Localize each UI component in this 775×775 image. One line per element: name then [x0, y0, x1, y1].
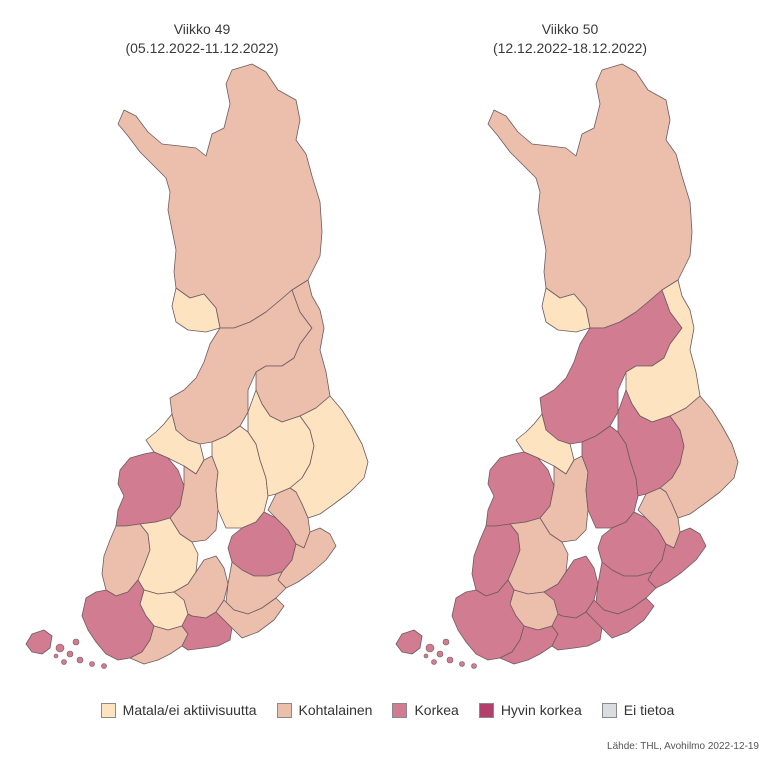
- legend-label: Korkea: [414, 702, 459, 718]
- region-lappi: [117, 63, 323, 329]
- legend-swatch: [100, 702, 116, 718]
- legend-item-korkea: Korkea: [392, 702, 459, 718]
- region-lansipohja: [541, 287, 591, 333]
- archipelago-island: [459, 661, 465, 667]
- source-note: Lähde: THL, Avohilmo 2022-12-19: [607, 741, 759, 752]
- region-pohjois-karjala: [289, 395, 369, 519]
- archipelago-island: [436, 650, 444, 658]
- map-title-text: Viikko 50: [541, 21, 599, 37]
- archipelago-island: [61, 659, 67, 665]
- region-ahvenanmaa: [25, 629, 53, 655]
- archipelago-island: [446, 656, 454, 664]
- map-subtitle-text: (05.12.2022-11.12.2022): [125, 40, 279, 56]
- map-title-week-49: Viikko 49 (05.12.2022-11.12.2022): [72, 20, 332, 58]
- archipelago-island: [53, 653, 59, 659]
- map-subtitle-text: (12.12.2022-18.12.2022): [492, 40, 648, 56]
- archipelago-island: [89, 661, 95, 667]
- legend: Matala/ei aktiivisuutta Kohtalainen Kork…: [0, 702, 775, 718]
- archipelago-island: [431, 659, 437, 665]
- region-pohjois-pohjanmaa: [539, 289, 683, 445]
- finland-map-week-49: [25, 63, 369, 669]
- legend-label: Ei tietoa: [623, 702, 675, 718]
- legend-swatch: [601, 702, 617, 718]
- region-pohjois-karjala: [659, 395, 739, 519]
- legend-swatch: [478, 702, 494, 718]
- region-lansipohja: [171, 287, 221, 333]
- legend-label: Hyvin korkea: [500, 702, 582, 718]
- legend-item-hyvin-korkea: Hyvin korkea: [478, 702, 582, 718]
- legend-item-kohtalainen: Kohtalainen: [276, 702, 373, 718]
- legend-item-matala: Matala/ei aktiivisuutta: [100, 702, 257, 718]
- map-title-text: Viikko 49: [173, 21, 231, 37]
- region-keski-uusimaa: [181, 611, 233, 651]
- archipelago-island: [66, 650, 74, 658]
- archipelago-island: [55, 643, 65, 653]
- archipelago-island: [101, 663, 107, 669]
- region-keski-uusimaa: [551, 611, 603, 651]
- finland-map-week-50: [395, 63, 739, 669]
- region-ahvenanmaa: [395, 629, 423, 655]
- legend-item-ei-tietoa: Ei tietoa: [601, 702, 675, 718]
- region-etela-pohjanmaa: [539, 455, 589, 543]
- archipelago-island: [72, 638, 80, 646]
- region-ita-uusimaa: [215, 597, 285, 639]
- legend-swatch: [392, 702, 408, 718]
- map-title-week-50: Viikko 50 (12.12.2022-18.12.2022): [440, 20, 700, 58]
- legend-swatch: [276, 702, 292, 718]
- region-etela-pohjanmaa: [169, 455, 219, 543]
- archipelago-island: [76, 656, 84, 664]
- archipelago-island: [442, 638, 450, 646]
- region-lappi: [487, 63, 693, 329]
- archipelago-island: [471, 663, 477, 669]
- region-ita-uusimaa: [585, 597, 655, 639]
- archipelago-island: [423, 653, 429, 659]
- archipelago-island: [425, 643, 435, 653]
- region-pohjois-pohjanmaa: [169, 289, 313, 445]
- legend-label: Matala/ei aktiivisuutta: [122, 702, 257, 718]
- legend-label: Kohtalainen: [298, 702, 373, 718]
